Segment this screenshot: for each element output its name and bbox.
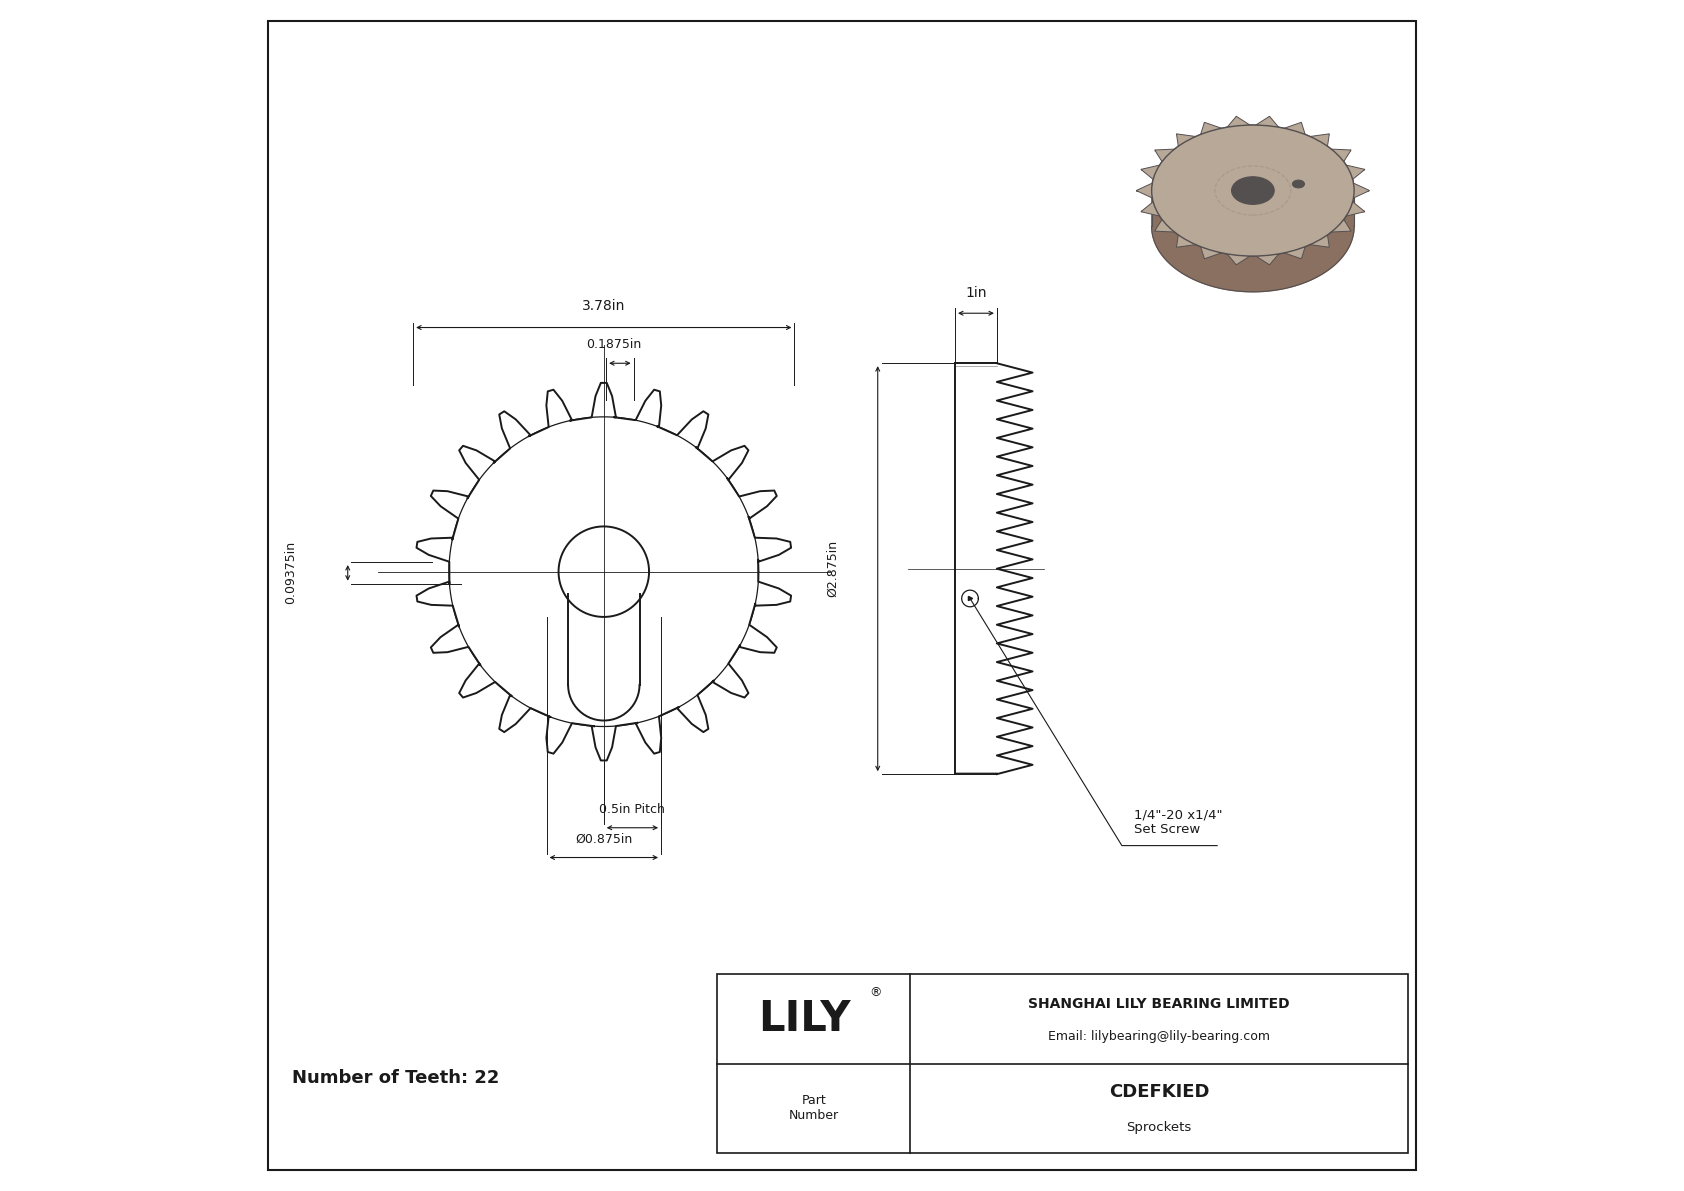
Polygon shape [1137,183,1152,198]
Polygon shape [1310,133,1329,146]
Text: Email: lilybearing@lily-bearing.com: Email: lilybearing@lily-bearing.com [1047,1030,1270,1043]
Polygon shape [1346,166,1366,180]
Text: Ø0.875in: Ø0.875in [576,833,633,846]
Bar [717,974,1408,1153]
Text: ®: ® [869,986,882,999]
Polygon shape [1256,254,1278,264]
Text: 1in: 1in [965,286,987,300]
Polygon shape [1256,117,1278,127]
Polygon shape [1228,254,1250,264]
Text: Part
Number: Part Number [788,1095,839,1122]
Polygon shape [1155,219,1174,232]
Text: CDEFKIED: CDEFKIED [1108,1083,1209,1102]
Polygon shape [1177,133,1196,146]
Ellipse shape [1152,125,1354,256]
Text: 3.78in: 3.78in [583,299,625,313]
Polygon shape [1310,235,1329,248]
Polygon shape [1285,247,1305,258]
Polygon shape [1201,247,1221,258]
Polygon shape [1346,201,1366,216]
Polygon shape [1354,183,1369,198]
Polygon shape [1332,149,1351,162]
Text: Ø2.875in: Ø2.875in [825,541,839,597]
Polygon shape [1285,123,1305,135]
Text: 0.1875in: 0.1875in [586,338,642,351]
Polygon shape [1140,166,1160,180]
Ellipse shape [1231,176,1275,205]
Polygon shape [1201,123,1221,135]
Text: SHANGHAI LILY BEARING LIMITED: SHANGHAI LILY BEARING LIMITED [1029,997,1290,1011]
Polygon shape [1155,149,1174,162]
Text: Sprockets: Sprockets [1127,1122,1192,1134]
Text: LILY: LILY [758,998,850,1040]
Ellipse shape [1292,180,1305,188]
Polygon shape [1152,191,1354,292]
Polygon shape [1140,201,1160,216]
Ellipse shape [1152,125,1354,256]
Text: 0.09375in: 0.09375in [285,541,296,605]
Text: 0.5in Pitch: 0.5in Pitch [600,803,665,816]
Polygon shape [1332,219,1351,232]
Text: 1/4"-20 x1/4"
Set Screw: 1/4"-20 x1/4" Set Screw [1133,807,1223,836]
Polygon shape [1228,117,1250,127]
Text: Number of Teeth: 22: Number of Teeth: 22 [291,1068,498,1087]
Polygon shape [1177,235,1196,248]
